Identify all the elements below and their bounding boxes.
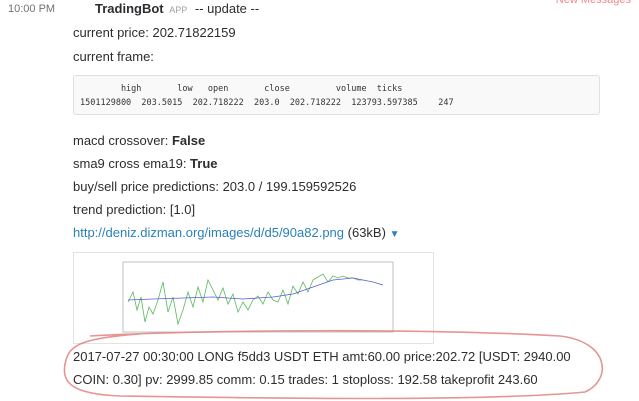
macd-label: macd crossover: — [73, 133, 172, 148]
attachment-link[interactable]: http://deniz.dizman.org/images/d/d5/90a8… — [73, 225, 345, 240]
attachment-line: http://deniz.dizman.org/images/d/d5/90a8… — [73, 225, 399, 240]
macd-value: False — [171, 133, 206, 148]
code-row: 1501129800 203.5015 202.718222 203.0 202… — [80, 98, 454, 108]
code-header: high low open close volume ticks — [80, 84, 403, 94]
message-header: TradingBot APP -- update -- — [95, 1, 259, 16]
attachment-size: (63kB) — [347, 225, 386, 240]
sma-label: sma9 cross ema19: — [73, 156, 191, 171]
sma-line: sma9 cross ema19: True — [73, 156, 218, 171]
predictions-line: buy/sell price predictions: 203.0 / 199.… — [73, 179, 357, 194]
new-messages-banner[interactable]: New Messages — [555, 0, 631, 6]
frame-label: current frame: — [73, 49, 154, 64]
code-block: high low open close volume ticks 1501129… — [73, 75, 600, 115]
attachment-menu[interactable]: ▼ — [389, 229, 400, 240]
trade-line-2: COIN: 0.30] pv: 2999.85 comm: 0.15 trade… — [73, 372, 538, 387]
header-text: -- update -- — [194, 1, 260, 16]
sma-value: True — [190, 156, 218, 171]
trend-line: trend prediction: [1.0] — [73, 202, 196, 217]
plot-area — [122, 261, 394, 333]
attachment-image[interactable] — [73, 252, 434, 344]
timestamp[interactable]: 10:00 PM — [8, 3, 56, 15]
app-badge: APP — [169, 5, 188, 15]
trade-line-1: 2017-07-27 00:30:00 LONG f5dd3 USDT ETH … — [73, 349, 571, 364]
author[interactable]: TradingBot — [95, 1, 164, 16]
macd-line: macd crossover: False — [73, 133, 205, 148]
price-line: current price: 202.71822159 — [73, 25, 236, 40]
